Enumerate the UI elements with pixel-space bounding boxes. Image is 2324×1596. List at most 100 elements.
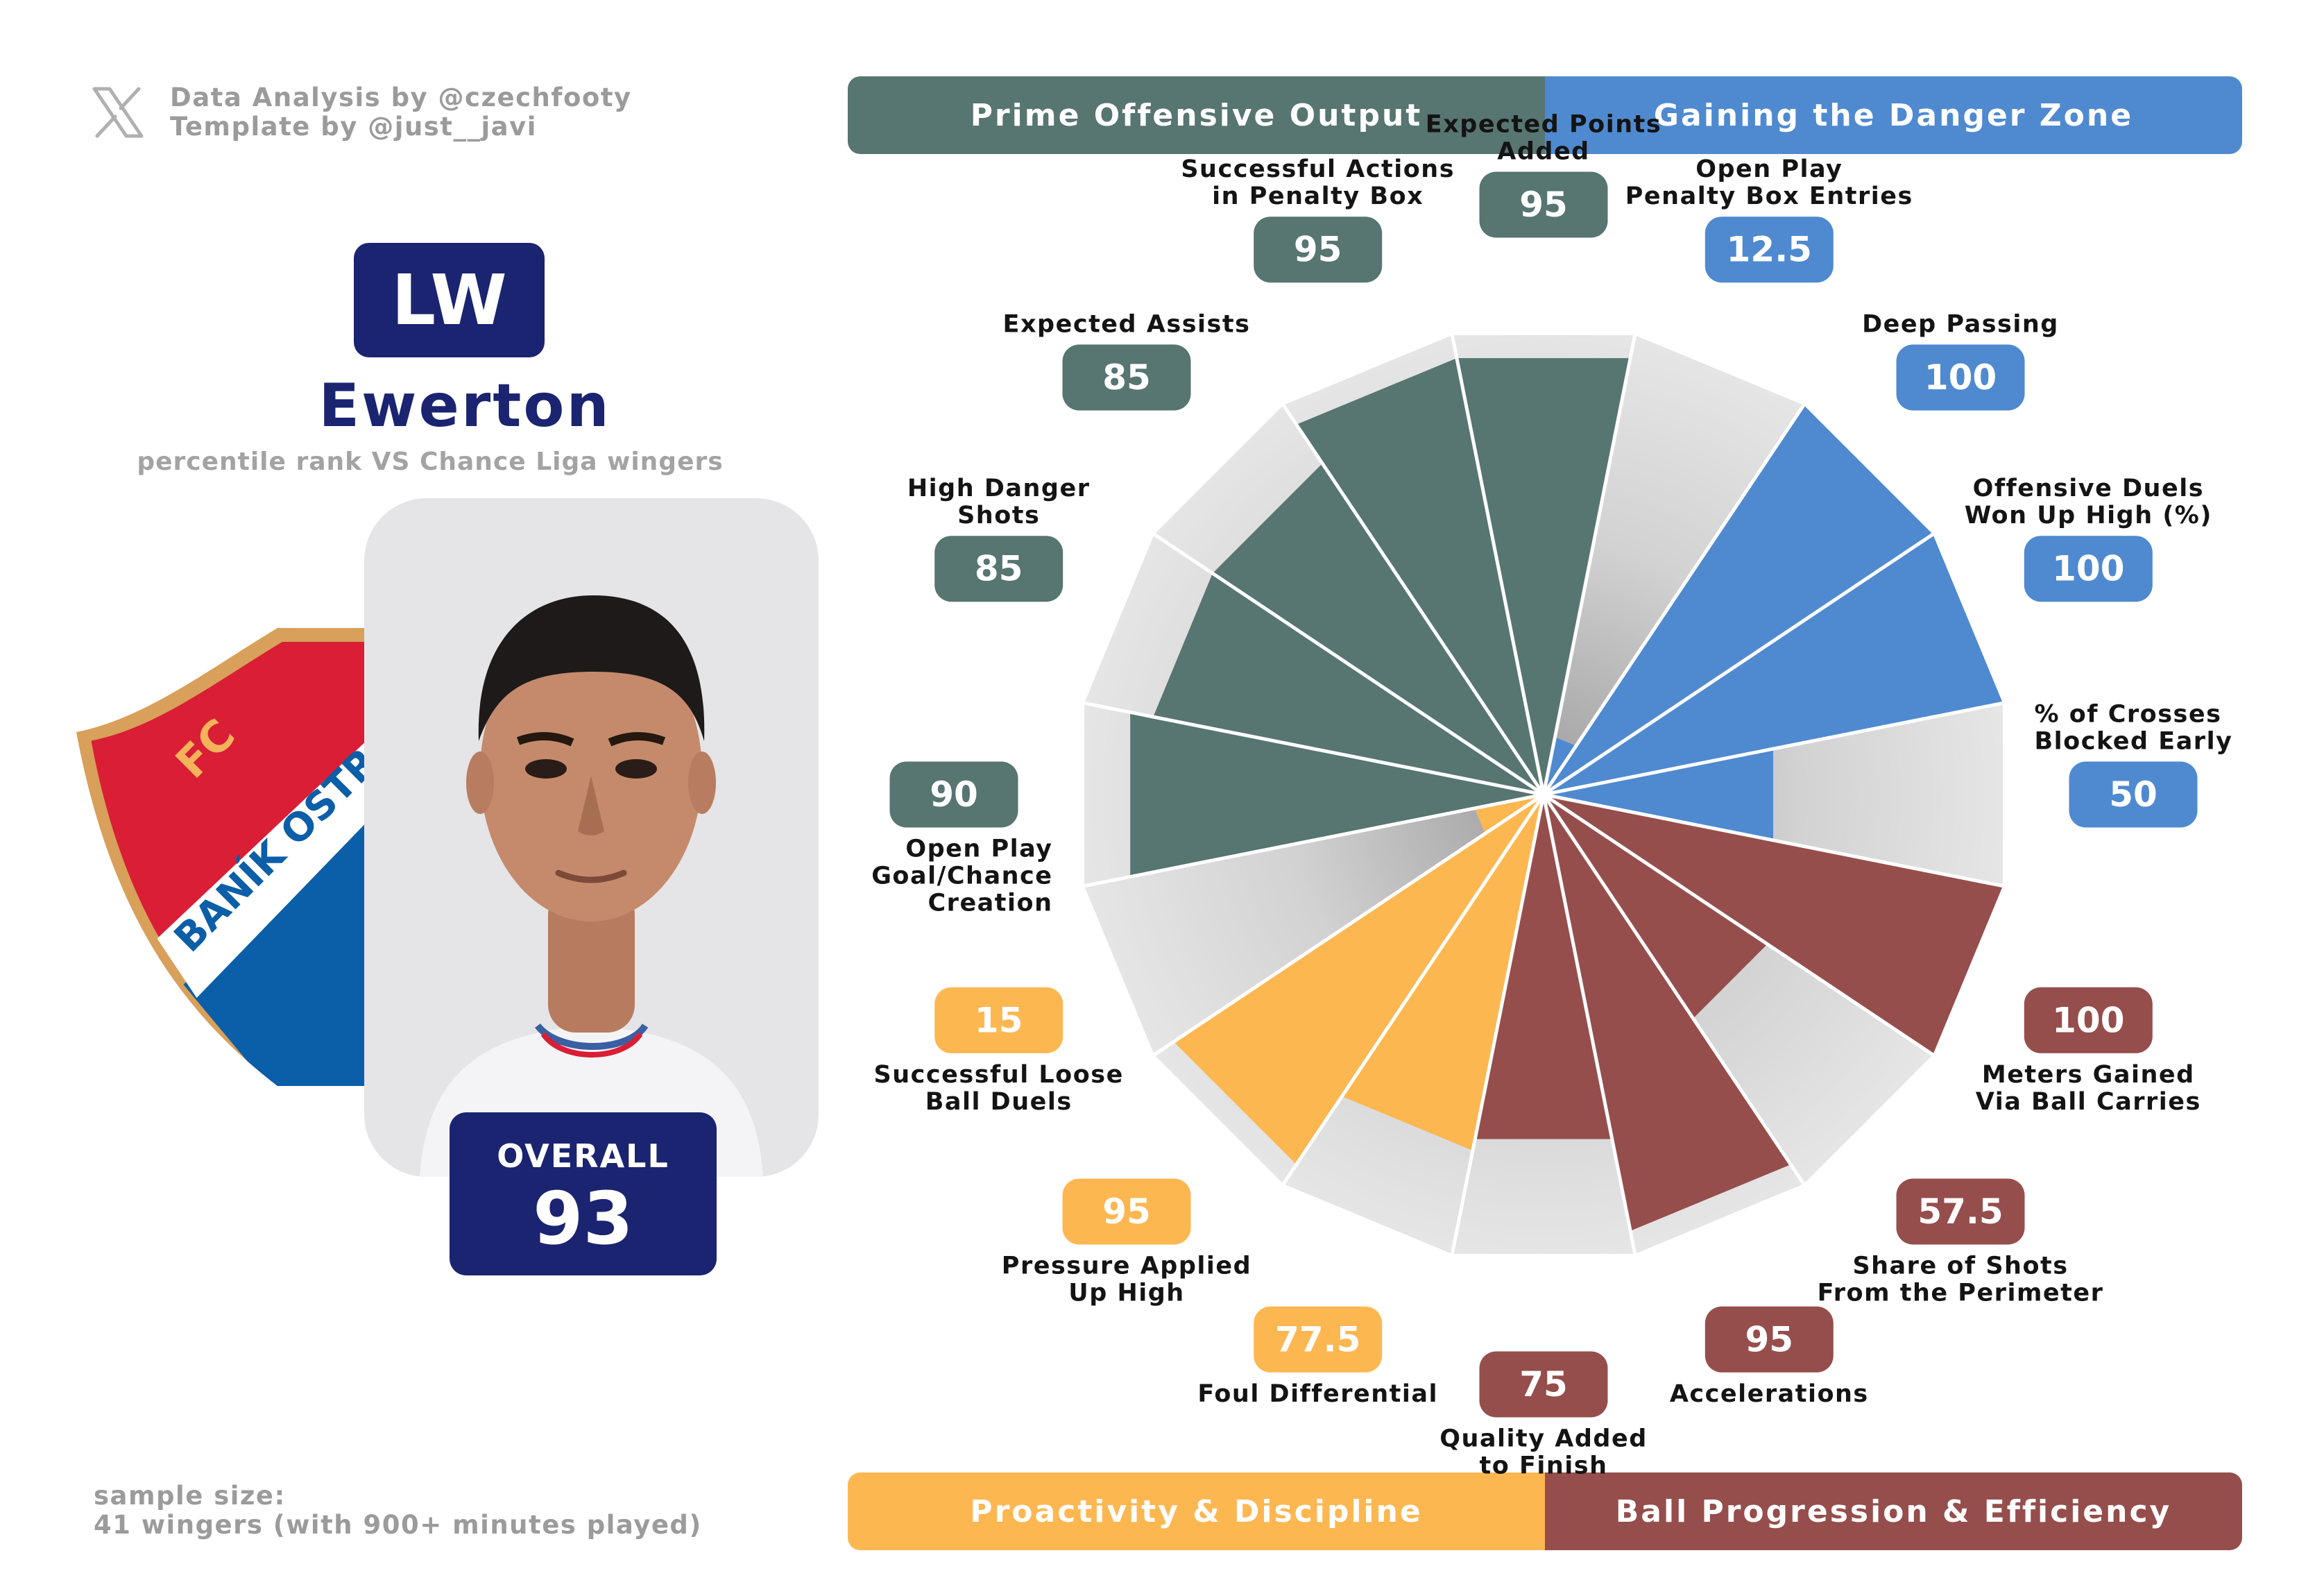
metric-label-line: Via Ball Carries xyxy=(1976,1088,2201,1116)
value-badge xyxy=(934,987,1063,1053)
metric-label-line: Open Play xyxy=(1695,155,1843,183)
metric-label-line: Creation xyxy=(928,890,1053,917)
value-label: 85 xyxy=(975,549,1023,589)
value-label: 100 xyxy=(2052,549,2124,589)
metric-label: Share of Shots From the Perimeter xyxy=(1818,1253,2104,1307)
value-label: 90 xyxy=(930,774,978,815)
radar-bar xyxy=(1296,358,1544,795)
metric-label: Expected Assists xyxy=(1003,311,1251,339)
metric-label: Foul Differential xyxy=(1197,1380,1438,1408)
value-badge xyxy=(2024,987,2153,1053)
metric-label-line: Blocked Early xyxy=(2035,728,2233,756)
metric-label: Offensive Duels Won Up High (%) xyxy=(1965,475,2212,529)
value-badge xyxy=(1896,1178,2025,1245)
radar-background-wedge xyxy=(1544,335,1804,795)
radar-divider xyxy=(1541,794,1637,1255)
metric-label-line: Share of Shots xyxy=(1852,1253,2068,1280)
x-logo-icon xyxy=(92,87,144,138)
metric-label-line: High Danger xyxy=(907,475,1091,502)
radar-bar xyxy=(1544,795,1791,1231)
value-label: 100 xyxy=(1924,357,1997,398)
metric-label-line: Offensive Duels xyxy=(1973,475,2204,502)
value-badge xyxy=(1896,344,2025,411)
player-photo xyxy=(364,498,819,1177)
value-badge xyxy=(1479,1351,1608,1418)
player-name: Ewerton xyxy=(318,371,611,441)
credit-analysis: Data Analysis by @czechfooty xyxy=(170,83,632,112)
radar-divider xyxy=(1450,794,1546,1255)
metric-label: Successful Actions in Penalty Box xyxy=(1181,155,1455,210)
metric-label-line: Pressure Applied xyxy=(1002,1253,1251,1280)
metric-label-line: to Finish xyxy=(1479,1452,1607,1480)
radar-divider xyxy=(1153,792,1545,1057)
value-badge xyxy=(934,536,1063,602)
radar-divider xyxy=(1153,532,1545,797)
value-badge xyxy=(1254,1306,1383,1373)
radar-divider xyxy=(1084,792,1544,888)
radar-bar xyxy=(1173,795,1544,1165)
metric-label-line: Successful Actions xyxy=(1181,155,1455,183)
overall-label: OVERALL xyxy=(497,1137,669,1175)
metric-label: Pressure Applied Up High xyxy=(1002,1253,1251,1307)
value-label: 95 xyxy=(1745,1319,1794,1359)
metric-label-line: From the Perimeter xyxy=(1818,1280,2104,1307)
value-label: 85 xyxy=(1102,357,1151,398)
metric-label-line: Expected Points xyxy=(1426,111,1661,139)
position-badge: LW xyxy=(354,243,545,357)
value-badge xyxy=(1062,1178,1191,1245)
metric-label-line: Expected Assists xyxy=(1003,311,1251,339)
metric-label: High Danger Shots xyxy=(907,475,1091,529)
overall-value: 93 xyxy=(533,1176,633,1261)
overall-badge: OVERALL 93 xyxy=(450,1112,717,1275)
radar-divider xyxy=(1542,532,1934,797)
metric-label-line: Penalty Box Entries xyxy=(1625,182,1913,210)
radar-bar xyxy=(1544,405,1933,795)
value-label: 95 xyxy=(1519,185,1568,225)
metric-label: Expected Points Added xyxy=(1426,111,1661,166)
sample-size-value: 41 wingers (with 900+ minutes played) xyxy=(94,1510,702,1540)
value-label: 77.5 xyxy=(1275,1319,1360,1359)
radar-bar xyxy=(1212,463,1544,795)
metric-label: Deep Passing xyxy=(1862,311,2059,339)
radar-bar xyxy=(1130,712,1544,877)
metric-label-line: Ball Duels xyxy=(925,1088,1073,1116)
value-badge xyxy=(2069,761,2198,828)
metric-label-line: in Penalty Box xyxy=(1212,182,1424,210)
value-label: 50 xyxy=(2109,774,2158,815)
radar-bar xyxy=(1544,749,1773,840)
metric-label-line: Open Play xyxy=(905,835,1052,863)
radar-divider xyxy=(1281,404,1546,796)
radar-divider xyxy=(1281,793,1546,1185)
metric-label-line: Quality Added xyxy=(1439,1425,1648,1453)
category-proactivity-discipline: Proactivity & Discipline xyxy=(848,1472,1545,1550)
value-label: 57.5 xyxy=(1917,1191,2003,1232)
metric-label-line: Meters Gained xyxy=(1982,1061,2195,1089)
value-badge xyxy=(1062,344,1191,411)
metric-label-line: Successful Loose xyxy=(874,1061,1124,1089)
metric-label-line: Goal/Chance xyxy=(871,863,1052,890)
radar-divider xyxy=(1450,334,1546,795)
chart-subtitle: percentile rank VS Chance Liga wingers xyxy=(137,448,724,476)
metric-label: Quality Added to Finish xyxy=(1439,1425,1648,1480)
value-label: 100 xyxy=(2052,1000,2124,1040)
radar-divider xyxy=(1543,701,2003,797)
radar-bar xyxy=(1544,534,2003,795)
metric-label-line: Won Up High (%) xyxy=(1965,502,2212,529)
metric-label: Meters Gained Via Ball Carries xyxy=(1976,1061,2201,1116)
value-label: 95 xyxy=(1294,230,1342,270)
value-badge xyxy=(2024,536,2153,602)
radar-divider xyxy=(1084,701,1544,797)
metric-label: % of Crosses Blocked Early xyxy=(2035,701,2233,756)
radar-divider xyxy=(1541,404,1806,796)
category-prime-offensive-output: Prime Offensive Output xyxy=(848,76,1545,154)
club-crest-logo: FC BANÍK OSTRAVA xyxy=(76,628,388,1086)
metric-label-line: % of Crosses xyxy=(2035,701,2222,729)
radar-divider xyxy=(1541,793,1806,1185)
metric-label-line: Deep Passing xyxy=(1862,311,2059,339)
radar-bar xyxy=(1456,358,1631,795)
radar-divider xyxy=(1541,334,1637,795)
radar-divider xyxy=(1542,792,1934,1057)
radar-bar xyxy=(1544,795,2003,1055)
metric-label: Successful Loose Ball Duels xyxy=(874,1061,1124,1116)
